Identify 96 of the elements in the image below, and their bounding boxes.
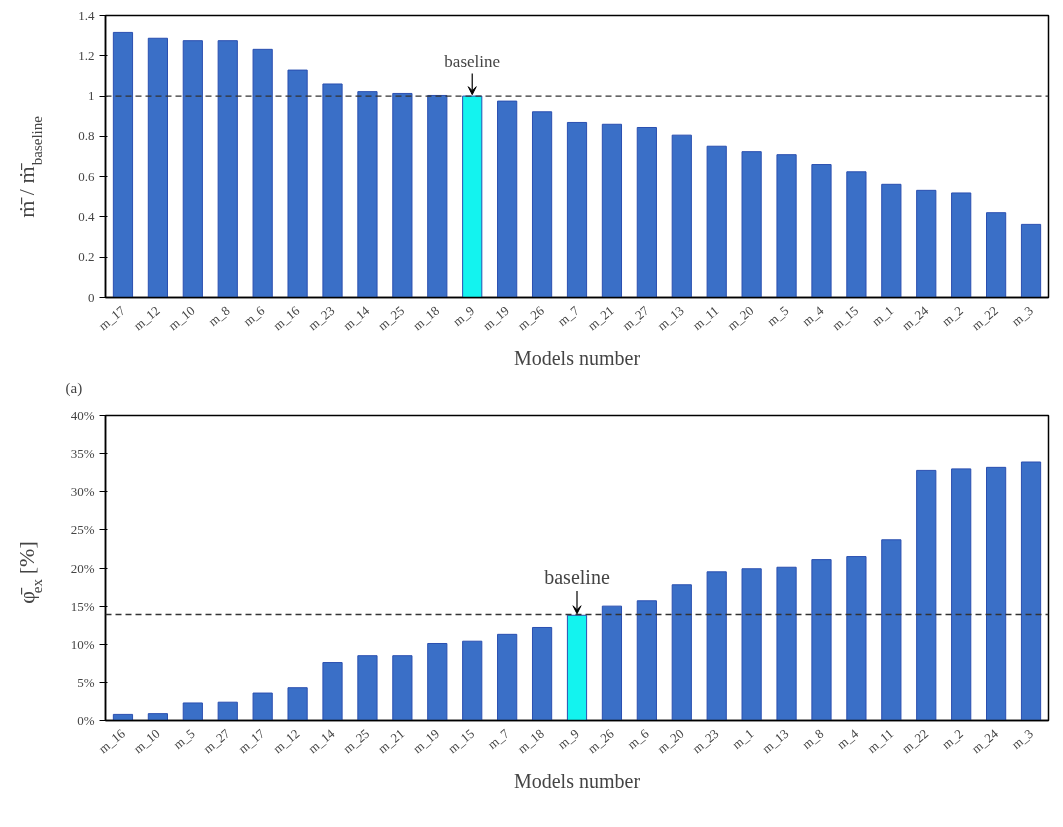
- x-axis-title: Models number: [513, 347, 641, 370]
- y-tick-label: 0.2: [78, 249, 95, 265]
- bar: [322, 83, 343, 298]
- y-tick-label: 25%: [70, 522, 95, 538]
- bar: [636, 600, 657, 721]
- x-tick-label: m_2: [938, 302, 967, 330]
- bar: [182, 40, 203, 298]
- bar: [706, 145, 727, 298]
- bar: [951, 468, 972, 721]
- annotation: baseline: [444, 51, 501, 71]
- y-tick-label: 35%: [70, 446, 95, 462]
- y-axis-title: ṁ̄ / ṁ̄baseline: [13, 115, 45, 218]
- bar: [846, 556, 867, 721]
- bar: [252, 692, 273, 721]
- x-tick-label: m_3: [1008, 302, 1036, 330]
- y-tick-label: 1.2: [78, 47, 95, 63]
- y-tick-label: 10%: [70, 636, 95, 652]
- y-tick-label: 20%: [70, 560, 95, 576]
- x-tick-label: m_3: [1008, 725, 1036, 753]
- y-tick-label: 1.4: [78, 7, 95, 23]
- annotation: baseline: [544, 565, 610, 588]
- bar: [601, 123, 623, 298]
- x-tick-label: m_7: [554, 302, 583, 330]
- bar: [392, 92, 413, 298]
- bar: [462, 640, 483, 721]
- bar: [671, 584, 692, 721]
- bar: [846, 171, 867, 298]
- bar: [776, 154, 797, 298]
- x-axis-title: Models number: [513, 770, 641, 793]
- x-tick-label: m_1: [868, 302, 897, 330]
- bar: [252, 48, 273, 298]
- bar: [497, 633, 518, 721]
- bar: [182, 702, 203, 721]
- y-tick-label: 1: [88, 88, 95, 104]
- bar: [531, 626, 553, 721]
- y-tick-label: 30%: [70, 484, 95, 500]
- bar: [462, 95, 483, 298]
- bar: [566, 614, 588, 721]
- y-axis-title: φ̄ex [%]: [13, 541, 45, 604]
- bar: [636, 126, 657, 298]
- x-tick-label: m_9: [554, 725, 582, 753]
- bar: [951, 192, 972, 298]
- bar: [147, 37, 168, 298]
- bar: [741, 151, 762, 298]
- bar: [217, 701, 238, 721]
- bar: [427, 94, 448, 298]
- bar: [427, 642, 448, 721]
- y-tick-label: 0: [88, 289, 95, 305]
- bar: [357, 655, 378, 721]
- bar: [217, 40, 238, 298]
- y-tick-label: 5%: [77, 674, 95, 690]
- bar: [706, 571, 727, 721]
- bar: [881, 539, 902, 721]
- bar: [1020, 461, 1042, 721]
- x-tick-label: m_6: [240, 302, 268, 330]
- bar: [357, 91, 378, 298]
- x-tick-label: m_8: [798, 725, 827, 753]
- bar: [986, 212, 1007, 298]
- bar: [986, 466, 1007, 721]
- bar: [287, 687, 308, 721]
- x-tick-label: m_2: [938, 725, 967, 753]
- x-tick-label: m_4: [833, 725, 862, 753]
- x-tick-label: m_6: [624, 725, 653, 753]
- y-tick-label: 40%: [70, 408, 95, 423]
- bar: [566, 121, 588, 298]
- x-tick-label: m_5: [170, 725, 198, 753]
- bar: [776, 566, 797, 721]
- x-tick-label: m_8: [205, 302, 233, 330]
- bar: [392, 655, 413, 721]
- bar: [322, 662, 343, 721]
- bar: [112, 713, 134, 721]
- y-tick-label: 0.4: [78, 208, 95, 224]
- y-tick-label: 0%: [77, 713, 95, 728]
- bar: [1020, 223, 1042, 298]
- bar: [916, 189, 937, 298]
- bar: [112, 31, 134, 298]
- bar: [811, 559, 832, 721]
- y-tick-label: 15%: [70, 598, 95, 614]
- bar: [881, 183, 902, 298]
- x-tick-label: m_5: [764, 302, 792, 330]
- x-tick-label: m_9: [449, 302, 478, 330]
- y-tick-label: 0.8: [78, 128, 95, 144]
- x-tick-label: m_4: [798, 302, 827, 330]
- bar: [916, 469, 937, 721]
- bar: [147, 713, 168, 721]
- x-tick-label: m_7: [484, 725, 513, 753]
- bar: [287, 69, 308, 298]
- bar: [601, 605, 623, 721]
- bar: [531, 111, 553, 298]
- bar: [741, 568, 762, 721]
- text: (a): [65, 379, 83, 397]
- bar: [497, 100, 518, 298]
- y-tick-label: 0.6: [78, 168, 95, 184]
- x-tick-label: m_1: [729, 725, 757, 753]
- bar: [671, 134, 692, 298]
- bar: [811, 164, 832, 298]
